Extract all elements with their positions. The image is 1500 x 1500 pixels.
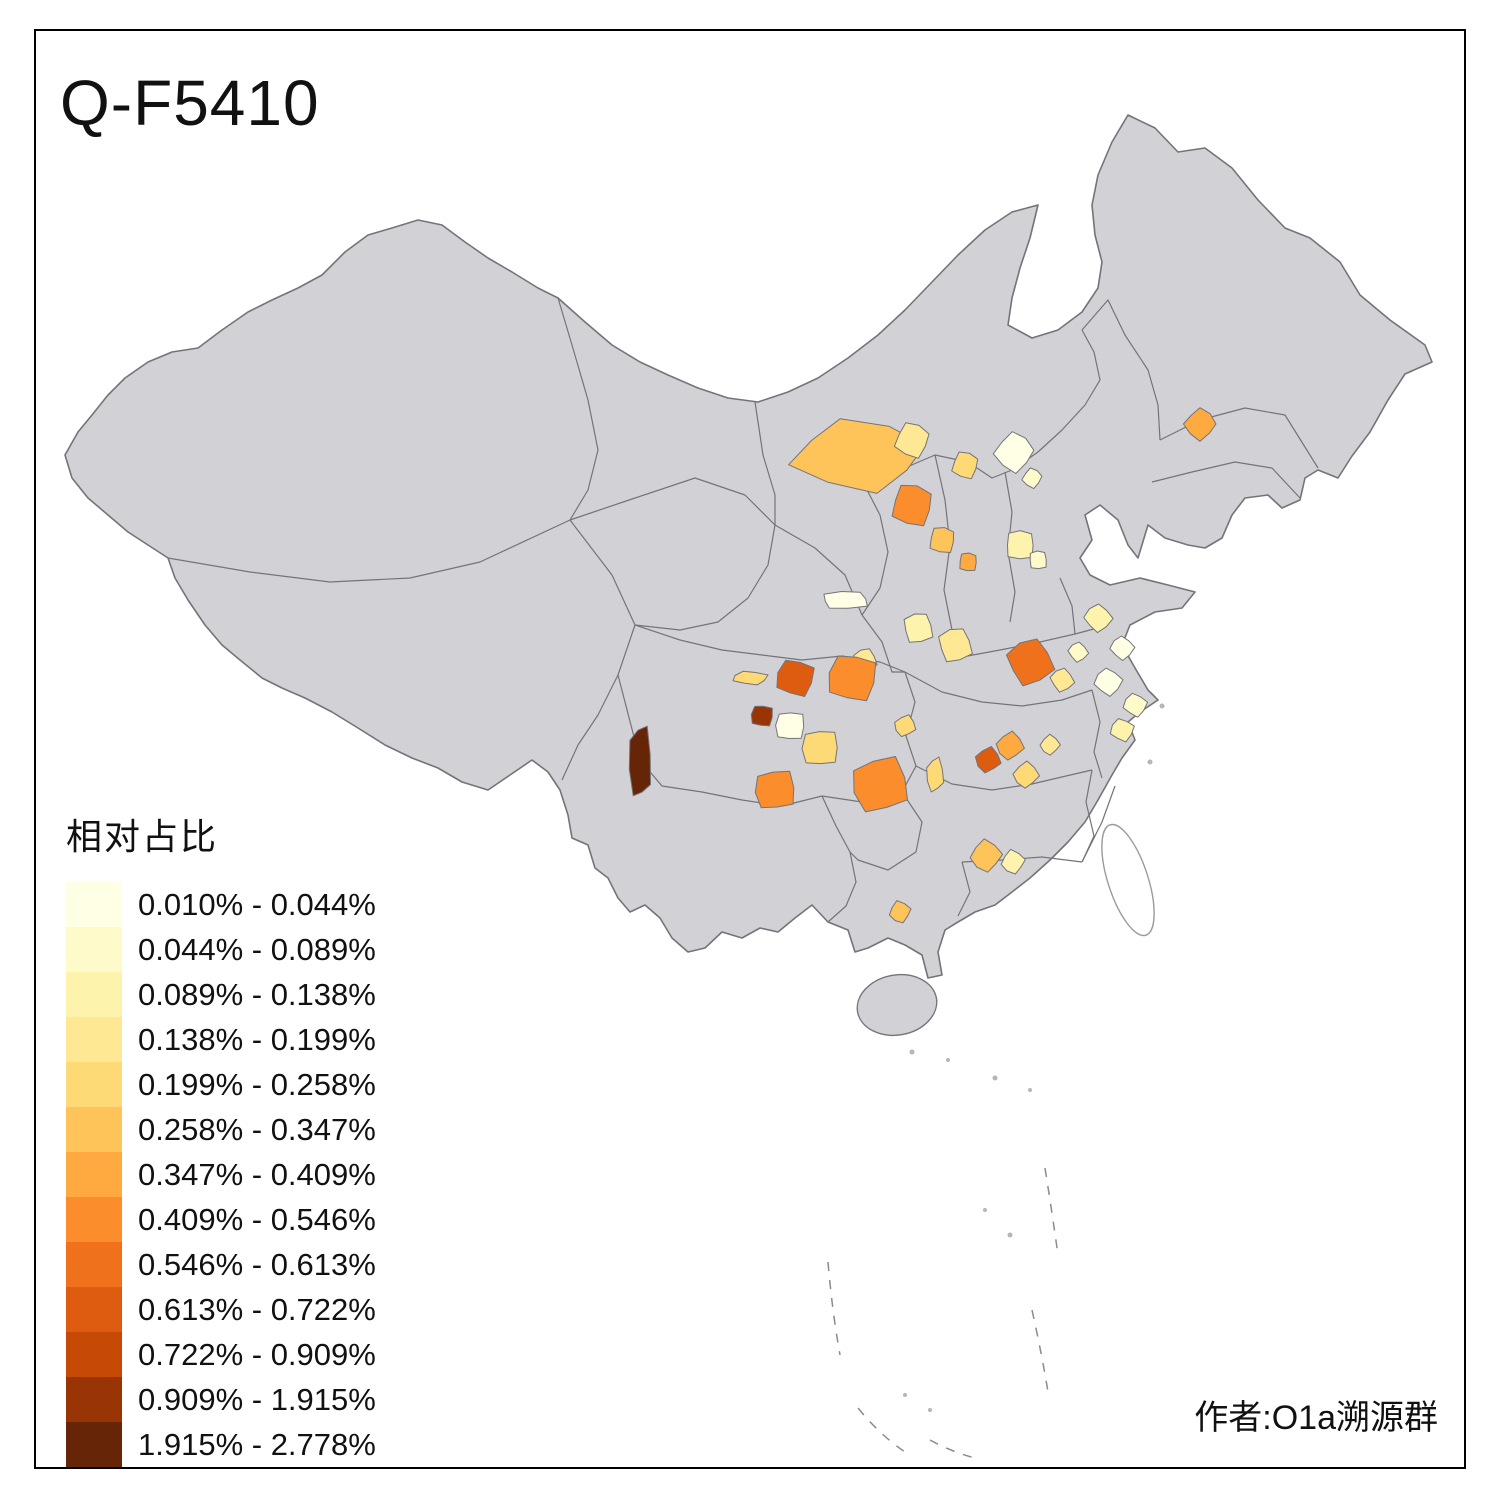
legend-swatch — [66, 882, 122, 927]
map-region — [1083, 603, 1114, 634]
map-region — [891, 484, 932, 527]
page-title: Q-F5410 — [60, 67, 320, 139]
map-region — [1093, 667, 1124, 697]
legend-swatch — [66, 1062, 122, 1107]
author-credit: 作者:O1a溯源群 — [1194, 1399, 1438, 1437]
legend-label: 0.138% - 0.199% — [138, 1021, 376, 1057]
legend-label: 0.199% - 0.258% — [138, 1066, 376, 1102]
map-region — [1109, 718, 1135, 743]
map-region — [1012, 760, 1040, 789]
map-region — [776, 659, 815, 697]
map-region — [823, 591, 868, 609]
map-region — [750, 705, 773, 727]
legend-class-row: 0.613% - 0.722% — [66, 1287, 376, 1332]
colored-regions-layer — [628, 407, 1217, 924]
legend-label: 0.546% - 0.613% — [138, 1246, 376, 1282]
south-china-sea-dashes — [827, 1167, 1059, 1459]
map-region — [775, 712, 805, 739]
legend-swatch — [66, 1377, 122, 1422]
map-region — [1006, 638, 1056, 687]
map-region — [926, 756, 945, 793]
map-region — [929, 527, 955, 553]
sea-islets — [903, 703, 1165, 1412]
legend-swatch — [66, 927, 122, 972]
legend-rows: 0.010% - 0.044% 0.044% - 0.089% 0.089% - 0… — [66, 882, 376, 1467]
map-region — [894, 714, 917, 738]
map-region — [788, 418, 926, 494]
map-region — [951, 451, 979, 480]
legend-label: 0.409% - 0.546% — [138, 1201, 376, 1237]
map-region — [1000, 848, 1026, 875]
map-region — [992, 431, 1035, 474]
legend-class-row: 0.089% - 0.138% — [66, 972, 376, 1017]
map-region — [969, 838, 1004, 873]
legend: 相对占比 0.010% - 0.044% 0.044% - 0.089% 0.089… — [66, 808, 376, 1467]
map-region — [1067, 641, 1090, 663]
legend-label: 0.347% - 0.409% — [138, 1156, 376, 1192]
legend-label: 0.613% - 0.722% — [138, 1291, 376, 1327]
legend-class-row: 0.044% - 0.089% — [66, 927, 376, 972]
legend-class-row: 0.010% - 0.044% — [66, 882, 376, 927]
legend-class-row: 0.347% - 0.409% — [66, 1152, 376, 1197]
map-region — [1109, 635, 1136, 661]
legend-class-row: 1.915% - 2.778% — [66, 1422, 376, 1467]
legend-swatch — [66, 1422, 122, 1467]
legend-label: 0.044% - 0.089% — [138, 931, 376, 967]
map-region — [1029, 550, 1047, 570]
map-region — [938, 628, 973, 663]
country-outline — [64, 114, 1433, 979]
legend-swatch — [66, 1287, 122, 1332]
legend-swatch — [66, 1107, 122, 1152]
map-region — [853, 756, 908, 813]
legend-label: 0.722% - 0.909% — [138, 1336, 376, 1372]
legend-label: 0.909% - 1.915% — [138, 1381, 376, 1417]
map-region — [1007, 530, 1034, 560]
legend-class-row: 0.409% - 0.546% — [66, 1197, 376, 1242]
map-region — [1039, 733, 1061, 756]
legend-title: 相对占比 — [66, 816, 219, 857]
map-region — [1049, 667, 1076, 693]
map-region — [959, 552, 977, 572]
map-region — [1182, 407, 1217, 442]
map-region — [732, 670, 769, 686]
legend-swatch — [66, 1017, 122, 1062]
legend-label: 1.915% - 2.778% — [138, 1426, 376, 1462]
legend-swatch — [66, 972, 122, 1017]
map-region — [888, 900, 912, 924]
legend-class-row: 0.138% - 0.199% — [66, 1017, 376, 1062]
map-region — [801, 731, 838, 765]
map-region — [903, 613, 934, 643]
map-region — [1122, 692, 1149, 718]
legend-swatch — [66, 1242, 122, 1287]
map-region — [628, 725, 651, 797]
legend-swatch — [66, 1332, 122, 1377]
legend-swatch — [66, 1152, 122, 1197]
legend-class-row: 0.199% - 0.258% — [66, 1062, 376, 1107]
map-region — [754, 770, 795, 809]
map-region — [893, 422, 930, 459]
legend-label: 0.258% - 0.347% — [138, 1111, 376, 1147]
legend-label: 0.010% - 0.044% — [138, 886, 376, 922]
legend-class-row: 0.258% - 0.347% — [66, 1107, 376, 1152]
legend-class-row: 0.722% - 0.909% — [66, 1332, 376, 1377]
map-region — [995, 730, 1025, 761]
map-region — [1021, 467, 1043, 490]
legend-swatch — [66, 1197, 122, 1242]
map-region — [828, 655, 877, 702]
hainan-island — [856, 973, 938, 1037]
legend-class-row: 0.909% - 1.915% — [66, 1377, 376, 1422]
map-region — [974, 745, 1002, 774]
legend-label: 0.089% - 0.138% — [138, 976, 376, 1012]
taiwan-island — [1101, 823, 1155, 937]
legend-class-row: 0.546% - 0.613% — [66, 1242, 376, 1287]
